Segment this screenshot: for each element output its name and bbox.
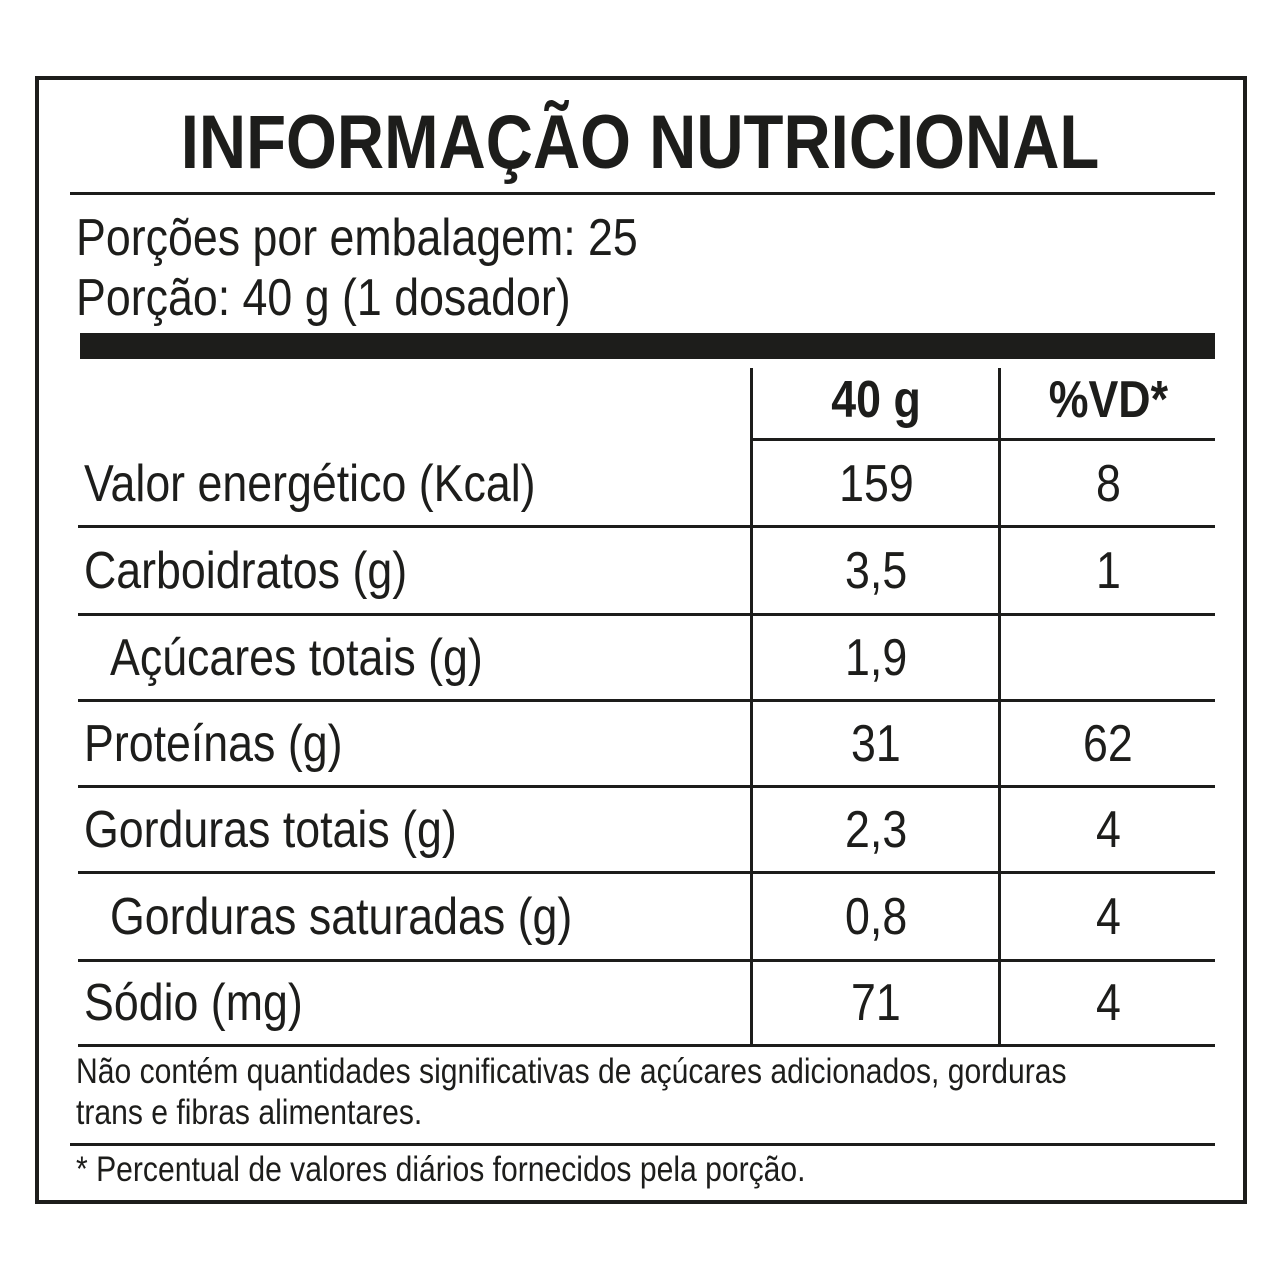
nutrient-amount: 2,3: [752, 800, 1000, 860]
nutrient-dv: 4: [1000, 887, 1216, 947]
nutrient-label-text: Carboidratos (g): [84, 541, 408, 600]
nutrient-label: Carboidratos (g): [84, 541, 460, 601]
nutrient-label: Valor energético (Kcal): [84, 454, 609, 514]
nutrient-dv-text: 4: [1095, 800, 1121, 859]
column-divider-dv: [998, 368, 1001, 1045]
header-dv-text: %VD*: [1048, 371, 1168, 429]
title-text: INFORMAÇÃO NUTRICIONAL: [180, 100, 1100, 185]
label-title: INFORMAÇÃO NUTRICIONAL: [0, 100, 1280, 186]
nutrient-dv-text: 4: [1095, 887, 1121, 946]
nutrient-amount: 159: [752, 454, 1000, 514]
column-divider-amount: [750, 368, 753, 1045]
nutrient-label: Gorduras saturadas (g): [110, 887, 648, 947]
row-divider: [78, 1044, 1215, 1047]
nutrient-dv-text: 4: [1095, 974, 1121, 1032]
footnote-text: * Percentual de valores diários fornecid…: [76, 1150, 806, 1189]
nutrient-amount-text: 0,8: [844, 887, 908, 946]
nutrient-amount: 1,9: [752, 628, 1000, 688]
nutrient-dv-text: 8: [1095, 454, 1121, 513]
footnote-divider: [70, 1143, 1215, 1146]
nutrient-amount-text: 31: [851, 714, 901, 773]
nutrient-label: Gorduras totais (g): [84, 800, 518, 860]
nutrient-label-text: Gorduras saturadas (g): [110, 887, 573, 946]
nutrient-label-text: Açúcares totais (g): [110, 628, 483, 687]
note-text-1: Não contém quantidades significativas de…: [76, 1052, 1067, 1091]
row-divider: [78, 785, 1215, 788]
nutrient-dv-text: 1: [1095, 541, 1121, 600]
nutrient-amount-text: 159: [838, 454, 914, 513]
header-divider: [751, 438, 1215, 441]
header-amount-text: 40 g: [831, 371, 921, 429]
nutrient-label-text: Proteínas (g): [84, 714, 343, 773]
title-divider: [70, 192, 1215, 195]
nutrient-label-text: Sódio (mg): [84, 974, 303, 1032]
nutrient-label: Proteínas (g): [84, 714, 385, 774]
footnote: * Percentual de valores diários fornecid…: [76, 1149, 924, 1191]
servings-per-package: Porções por embalagem: 25: [76, 208, 729, 268]
nutrient-dv: [1000, 628, 1216, 688]
nutrient-amount-text: 3,5: [844, 541, 908, 600]
row-divider: [78, 525, 1215, 528]
note-line-1: Não contém quantidades significativas de…: [76, 1051, 1228, 1093]
nutrient-dv: 1: [1000, 541, 1216, 601]
nutrient-amount: 0,8: [752, 887, 1000, 947]
row-divider: [78, 613, 1215, 616]
nutrient-dv: 8: [1000, 454, 1216, 514]
nutrient-amount-text: 2,3: [844, 800, 908, 859]
nutrient-dv: 4: [1000, 973, 1216, 1033]
note-line-2: trans e fibras alimentares.: [76, 1092, 479, 1134]
nutrient-amount-text: 1,9: [844, 628, 908, 687]
nutrient-label: Açúcares totais (g): [110, 628, 544, 688]
note-text-2: trans e fibras alimentares.: [76, 1093, 423, 1132]
row-divider: [78, 959, 1215, 962]
nutrient-dv: 4: [1000, 800, 1216, 860]
label-border: [35, 76, 1247, 1204]
thick-divider: [80, 333, 1215, 359]
row-divider: [78, 871, 1215, 874]
nutrient-amount: 71: [752, 973, 1000, 1033]
row-divider: [78, 699, 1215, 702]
nutrient-amount: 31: [752, 714, 1000, 774]
header-dv: %VD*: [1000, 370, 1216, 430]
nutrient-label-text: Valor energético (Kcal): [84, 454, 536, 513]
nutrient-label: Sódio (mg): [84, 973, 338, 1033]
serving-size: Porção: 40 g (1 dosador): [76, 268, 651, 328]
nutrient-dv: 62: [1000, 714, 1216, 774]
nutrient-amount: 3,5: [752, 541, 1000, 601]
serving-size-text: Porção: 40 g (1 dosador): [76, 269, 571, 327]
servings-text: Porções por embalagem: 25: [76, 209, 638, 267]
nutrient-label-text: Gorduras totais (g): [84, 800, 457, 859]
header-amount: 40 g: [752, 370, 1000, 430]
nutrient-dv-text: 62: [1083, 714, 1133, 773]
nutrient-amount-text: 71: [851, 974, 901, 1032]
